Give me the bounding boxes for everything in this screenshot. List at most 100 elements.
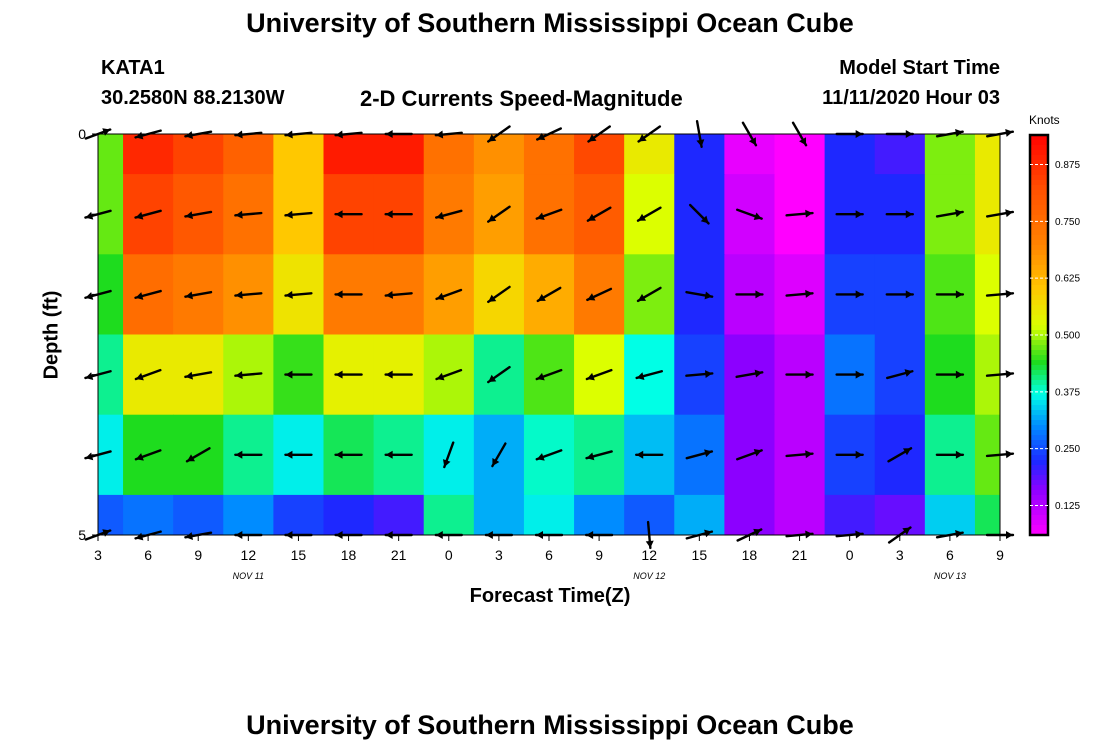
heatmap-cell: [624, 134, 675, 175]
colorbar-tick-label: 0.375: [1055, 387, 1080, 398]
current-arrow-head: [85, 292, 94, 300]
chart-subtitle: 2-D Currents Speed-Magnitude: [360, 86, 683, 111]
current-arrow-head: [385, 450, 393, 459]
x-tick-label: 0: [846, 547, 854, 563]
y-tick-label: 0: [78, 126, 86, 142]
colorbar-segment: [1030, 180, 1048, 186]
current-arrow-head: [1005, 129, 1013, 137]
colorbar-segment: [1030, 480, 1048, 486]
colorbar-segment: [1030, 530, 1048, 536]
heatmap-cell: [373, 494, 425, 536]
heatmap-cell: [423, 134, 475, 175]
current-arrow-head: [905, 290, 913, 299]
current-arrow-head: [636, 372, 645, 381]
colorbar-segment: [1030, 425, 1048, 431]
y-tick-label: 5: [78, 527, 86, 543]
current-arrow-head: [536, 212, 545, 221]
colorbar-segment: [1030, 375, 1048, 381]
colorbar-segment: [1030, 370, 1048, 376]
heatmap-cell: [98, 254, 124, 335]
current-arrow-head: [135, 292, 144, 300]
current-arrow-head: [285, 290, 293, 299]
colorbar-segment: [1030, 270, 1048, 276]
x-tick-label: 21: [391, 547, 407, 563]
current-arrow-head: [536, 453, 545, 461]
colorbar-segment: [1030, 245, 1048, 251]
colorbar-segment: [1030, 385, 1048, 391]
current-arrow-head: [185, 371, 194, 380]
current-arrow-head: [700, 215, 709, 224]
current-arrow-head: [436, 211, 445, 220]
current-arrow-head: [537, 132, 546, 141]
current-arrow-head: [85, 211, 94, 220]
current-arrow-head: [753, 528, 762, 537]
heatmap-cell: [373, 134, 425, 175]
x-date-label: NOV 13: [934, 571, 966, 581]
colorbar-tick-label: 0.875: [1055, 160, 1080, 171]
heatmap-cell: [323, 494, 375, 536]
current-arrow-head: [955, 530, 963, 538]
current-arrow-head: [904, 369, 913, 377]
heatmap-cell: [323, 134, 375, 175]
colorbar-segment: [1030, 220, 1048, 226]
current-arrow-head: [754, 369, 763, 378]
x-tick-label: 21: [792, 547, 808, 563]
colorbar-segment: [1030, 475, 1048, 481]
current-arrow-head: [1005, 289, 1013, 298]
colorbar-segment: [1030, 465, 1048, 471]
colorbar-segment: [1030, 405, 1048, 411]
current-arrow-head: [488, 374, 497, 383]
current-arrow-head: [135, 211, 144, 220]
current-arrow-head: [902, 527, 911, 535]
current-arrow-head: [285, 450, 293, 459]
current-arrow-head: [285, 210, 293, 219]
current-arrow-head: [805, 289, 813, 298]
current-arrow-head: [704, 291, 713, 300]
current-arrow-head: [335, 370, 343, 379]
y-axis-label: Depth (ft): [40, 290, 63, 380]
current-arrow-head: [85, 372, 94, 381]
colorbar-segment: [1030, 285, 1048, 291]
colorbar-segment: [1030, 255, 1048, 261]
current-arrow-head: [586, 372, 595, 381]
heatmap-cell: [924, 494, 976, 536]
colorbar-segment: [1030, 420, 1048, 426]
current-arrow-head: [235, 290, 243, 299]
current-arrow-head: [753, 448, 762, 457]
colorbar-segment: [1030, 525, 1048, 531]
colorbar-segment: [1030, 450, 1048, 456]
heatmap-cell: [273, 134, 324, 175]
x-tick-label: 6: [144, 547, 152, 563]
station-id: KATA1: [101, 57, 165, 79]
heatmap-cell: [974, 134, 1001, 175]
current-arrow-head: [645, 540, 654, 548]
heatmap-cell: [98, 334, 124, 416]
colorbar-segment: [1030, 340, 1048, 346]
current-arrow-head: [185, 211, 194, 220]
colorbar-segment: [1030, 435, 1048, 441]
colorbar-segment: [1030, 510, 1048, 516]
current-arrow-head: [587, 293, 596, 301]
heatmap-cell: [273, 494, 324, 536]
current-arrow-head: [805, 450, 813, 459]
current-arrow-head: [637, 213, 647, 221]
x-tick-label: 3: [94, 547, 102, 563]
current-arrow-head: [285, 370, 293, 379]
current-arrow-head: [536, 372, 545, 381]
current-arrow-head: [185, 532, 194, 540]
colorbar-segment: [1030, 150, 1048, 156]
current-arrow-head: [905, 210, 913, 219]
x-date-label: NOV 12: [633, 571, 665, 581]
current-arrow-head: [855, 210, 863, 219]
colorbar-segment: [1030, 495, 1048, 501]
current-arrow-head: [385, 290, 394, 299]
current-arrow-head: [335, 450, 343, 459]
colorbar-segment: [1030, 440, 1048, 446]
current-arrow-head: [955, 450, 963, 459]
current-arrow-head: [805, 530, 813, 539]
current-arrow-head: [235, 371, 243, 380]
chart-title-bottom: University of Southern Mississippi Ocean…: [246, 710, 854, 740]
heatmap-cell: [874, 494, 926, 536]
heatmap-cell: [523, 494, 575, 536]
heatmap-cell: [173, 134, 224, 175]
